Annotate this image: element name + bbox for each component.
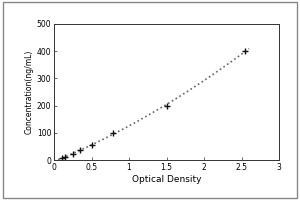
X-axis label: Optical Density: Optical Density [132, 175, 201, 184]
Y-axis label: Concentration(ng/mL): Concentration(ng/mL) [25, 50, 34, 134]
